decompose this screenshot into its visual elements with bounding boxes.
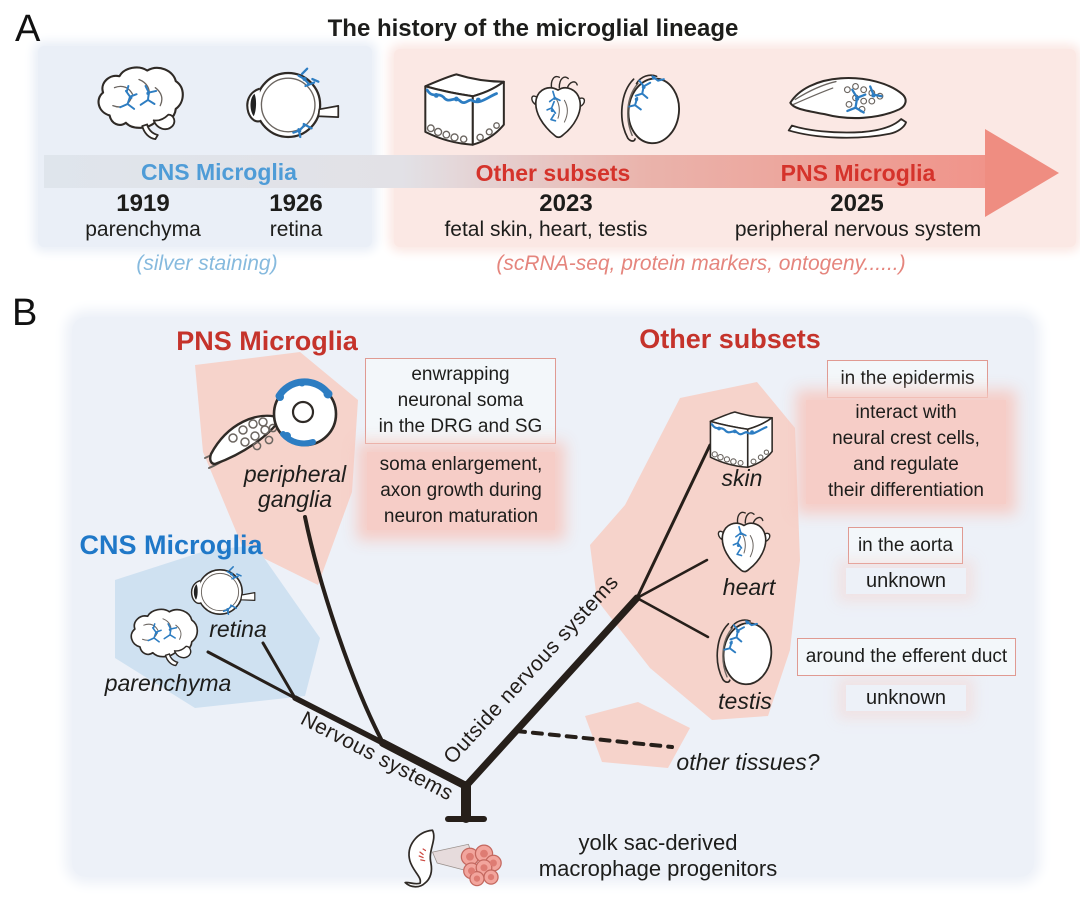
heart-icon: [526, 62, 590, 154]
muscle-ganglion-icon: [782, 62, 916, 150]
event-tissue: peripheral nervous system: [734, 218, 982, 241]
function-note-skin: interact with neural crest cells, and re…: [806, 400, 1006, 504]
testis-icon: [612, 64, 684, 152]
modern-era-background: [394, 49, 1076, 247]
method-note-cns: (silver staining): [136, 252, 278, 275]
event-tissue: fetal skin, heart, testis: [444, 218, 648, 241]
skin-block-icon: [418, 68, 513, 152]
timeline-arrowhead-icon: [985, 129, 1059, 217]
brain-icon: [90, 60, 188, 148]
location-box-aorta: in the aorta: [848, 527, 963, 564]
event-tissue: retina: [269, 218, 323, 241]
organ-label-parenchyma: parenchyma: [104, 670, 232, 696]
heart-icon: [711, 508, 777, 578]
organ-label-retina: retina: [209, 616, 267, 642]
function-note-heart: unknown: [846, 568, 966, 594]
location-box-efferent-duct: around the efferent duct: [797, 638, 1016, 676]
panel-a-label: A: [15, 8, 41, 50]
function-note-pns: soma enlargement, axon growth during neu…: [367, 452, 555, 530]
brain-icon: [123, 606, 203, 670]
organ-label-skin: skin: [721, 465, 763, 491]
root-progenitor-label: yolk sac-derived macrophage progenitors: [538, 830, 778, 881]
function-note-testis: unknown: [846, 685, 966, 711]
testis-icon: [708, 608, 776, 694]
eye-icon: [245, 64, 340, 146]
panel-b-label: B: [12, 292, 38, 334]
location-box-drg-sg: enwrapping neuronal soma in the DRG and …: [365, 358, 556, 444]
skin-block-icon: [706, 407, 778, 473]
timeline-arrow: [44, 155, 986, 188]
timeline-cns-heading: CNS Microglia: [141, 159, 297, 185]
figure-title: The history of the microglial lineage: [327, 15, 739, 42]
method-note-modern: (scRNA-seq, protein markers, ontogeny...…: [496, 252, 906, 275]
organ-label-heart: heart: [722, 574, 776, 600]
location-box-epidermis: in the epidermis: [827, 360, 988, 398]
cns-microglia-heading: CNS Microglia: [79, 530, 263, 560]
organ-label-other-tissues: other tissues?: [676, 749, 820, 775]
event-year: 1919: [116, 190, 170, 217]
pns-microglia-heading: PNS Microglia: [176, 326, 358, 356]
event-year: 1926: [269, 190, 323, 217]
yolk-sac-icon: [400, 824, 504, 888]
organ-label-peripheral-ganglia: peripheral ganglia: [243, 461, 347, 512]
cns-era-background: [38, 46, 372, 247]
event-year: 2023: [539, 190, 593, 217]
timeline-pns-heading: PNS Microglia: [780, 160, 936, 186]
timeline-other-heading: Other subsets: [475, 160, 631, 186]
other-subsets-heading: Other subsets: [639, 324, 821, 354]
event-tissue: parenchyma: [85, 218, 201, 241]
event-year: 2025: [830, 190, 884, 217]
organ-label-testis: testis: [718, 688, 772, 714]
